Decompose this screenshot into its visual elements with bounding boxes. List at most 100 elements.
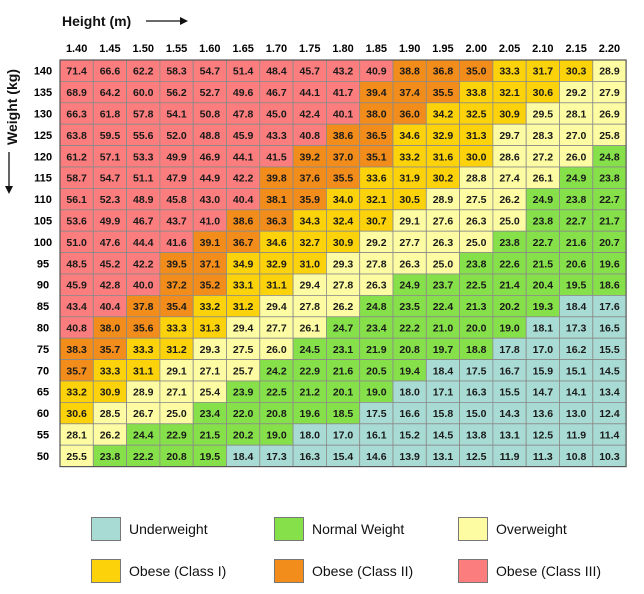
- x-tick-label: 1.95: [432, 43, 453, 55]
- cell-value-label: 20.8: [399, 344, 420, 356]
- y-tick-label: 95: [37, 258, 49, 270]
- cell-value-label: 27.1: [200, 365, 221, 377]
- cell-value-label: 13.1: [499, 430, 520, 442]
- cell-value-label: 44.9: [200, 173, 221, 185]
- cell-value-label: 38.0: [366, 109, 387, 121]
- cell-value-label: 13.0: [566, 408, 587, 420]
- cell-value-label: 27.8: [300, 301, 321, 313]
- cell-value-label: 22.6: [499, 258, 520, 270]
- cell-value-label: 66.6: [100, 66, 121, 78]
- cell-value-label: 40.8: [66, 323, 87, 335]
- x-tick-label: 1.80: [332, 43, 353, 55]
- cell-value-label: 57.8: [133, 109, 154, 121]
- x-tick-label: 1.85: [366, 43, 387, 55]
- cell-value-label: 28.8: [466, 173, 487, 185]
- cell-value-label: 13.4: [599, 387, 620, 399]
- cell-value-label: 44.1: [300, 87, 321, 99]
- cell-value-label: 43.4: [66, 301, 87, 313]
- x-tick-label: 1.50: [133, 43, 154, 55]
- x-tick-label: 1.40: [66, 43, 87, 55]
- cell-value-label: 21.9: [366, 344, 387, 356]
- cell-value-label: 26.0: [566, 151, 587, 163]
- cell-value-label: 31.2: [233, 301, 254, 313]
- cell-value-label: 48.4: [266, 66, 287, 78]
- cell-value-label: 42.4: [300, 109, 321, 121]
- cell-value-label: 26.3: [433, 237, 454, 249]
- x-tick-label: 1.60: [199, 43, 220, 55]
- legend-swatch: [274, 517, 304, 541]
- cell-value-label: 25.0: [166, 408, 187, 420]
- cell-value-label: 44.4: [133, 237, 154, 249]
- cell-value-label: 39.8: [266, 173, 287, 185]
- cell-value-label: 14.3: [499, 408, 520, 420]
- cell-value-label: 49.6: [233, 87, 254, 99]
- cell-value-label: 23.8: [566, 194, 587, 206]
- cell-value-label: 23.8: [599, 173, 620, 185]
- cell-value-label: 11.9: [500, 451, 520, 463]
- cell-value-label: 54.1: [166, 109, 187, 121]
- cell-value-label: 30.9: [499, 109, 520, 121]
- cell-value-label: 29.5: [533, 109, 554, 121]
- cell-value-label: 36.8: [433, 66, 454, 78]
- cell-value-label: 47.9: [166, 173, 187, 185]
- cell-value-label: 27.5: [466, 194, 487, 206]
- cell-value-label: 32.9: [266, 258, 287, 270]
- cell-value-label: 12.5: [533, 430, 554, 442]
- cell-value-label: 58.3: [166, 66, 187, 78]
- cell-value-label: 20.7: [599, 237, 620, 249]
- cell-value-label: 43.7: [166, 216, 187, 228]
- legend-label: Underweight: [129, 521, 208, 537]
- x-tick-label: 2.10: [532, 43, 553, 55]
- cell-value-label: 42.8: [100, 280, 121, 292]
- cell-value-label: 27.9: [599, 87, 620, 99]
- cell-value-label: 32.4: [333, 216, 354, 228]
- cell-value-label: 14.7: [533, 387, 554, 399]
- cell-value-label: 38.8: [399, 66, 420, 78]
- cell-value-label: 15.0: [466, 408, 487, 420]
- x-tick-label: 1.65: [232, 43, 253, 55]
- cell-value-label: 29.2: [366, 237, 387, 249]
- cell-value-label: 54.7: [200, 66, 221, 78]
- cell-value-label: 11.3: [533, 451, 553, 463]
- cell-value-label: 27.7: [399, 237, 420, 249]
- cell-value-label: 39.5: [166, 258, 187, 270]
- x-tick-label: 2.15: [565, 43, 586, 55]
- cell-value-label: 17.3: [266, 451, 287, 463]
- cell-value-label: 29.1: [166, 365, 187, 377]
- cell-value-label: 31.6: [433, 151, 454, 163]
- cell-value-label: 16.3: [466, 387, 487, 399]
- cell-value-label: 24.8: [599, 151, 620, 163]
- y-tick-label: 70: [37, 365, 49, 377]
- cell-value-label: 24.5: [300, 344, 321, 356]
- cell-value-label: 15.1: [566, 365, 587, 377]
- cell-value-label: 29.4: [266, 301, 287, 313]
- cell-value-label: 33.8: [466, 87, 487, 99]
- cell-value-label: 35.0: [466, 66, 487, 78]
- cell-value-label: 17.5: [466, 365, 487, 377]
- cell-value-label: 29.2: [566, 87, 587, 99]
- cell-value-label: 27.2: [533, 151, 554, 163]
- cell-value-label: 25.4: [200, 387, 221, 399]
- cell-value-label: 47.8: [233, 109, 254, 121]
- cell-value-label: 29.7: [499, 130, 520, 142]
- y-tick-label: 125: [34, 130, 52, 142]
- cell-value-label: 39.4: [366, 87, 387, 99]
- cell-value-label: 43.2: [333, 66, 354, 78]
- cell-value-label: 36.5: [366, 130, 387, 142]
- cell-value-label: 24.9: [399, 280, 420, 292]
- cell-value-label: 40.4: [233, 194, 254, 206]
- cell-value-label: 15.4: [333, 451, 354, 463]
- cell-value-label: 27.5: [233, 344, 254, 356]
- cell-value-label: 22.5: [466, 280, 487, 292]
- cell-value-label: 15.9: [533, 365, 554, 377]
- cell-value-label: 35.7: [100, 344, 121, 356]
- cell-value-label: 20.2: [233, 430, 254, 442]
- cell-value-label: 43.0: [200, 194, 221, 206]
- cell-value-label: 18.0: [300, 430, 321, 442]
- cell-value-label: 37.2: [166, 280, 187, 292]
- legend-swatch: [458, 517, 488, 541]
- cell-value-label: 19.7: [433, 344, 454, 356]
- y-tick-label: 55: [37, 430, 49, 442]
- cell-value-label: 18.6: [599, 280, 620, 292]
- cell-value-label: 30.6: [533, 87, 554, 99]
